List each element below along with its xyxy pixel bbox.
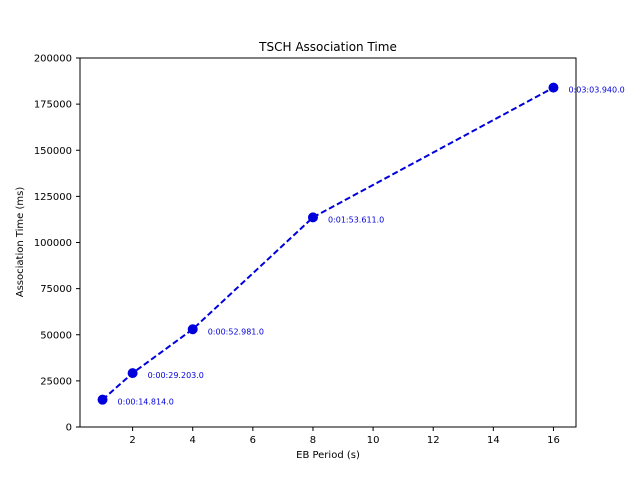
y-tick-label: 150000 bbox=[34, 146, 72, 157]
y-tick-label: 75000 bbox=[40, 284, 72, 295]
x-tick-label: 6 bbox=[250, 435, 256, 446]
x-tick-label: 2 bbox=[129, 435, 135, 446]
data-label: 0:00:14.814.0 bbox=[118, 398, 174, 407]
plot-area: 2 4 6 8 10 12 14 16 0 25000 50000 75000 100000 125000… bbox=[34, 54, 625, 447]
x-tick-label: 10 bbox=[367, 435, 380, 446]
x-tick-label: 16 bbox=[547, 435, 560, 446]
x-tick-label: 4 bbox=[190, 435, 196, 446]
data-label: 0:03:03.940.0 bbox=[568, 86, 624, 95]
x-tick-label: 14 bbox=[487, 435, 500, 446]
x-axis-title: EB Period (s) bbox=[296, 450, 360, 461]
data-label: 0:00:52.981.0 bbox=[208, 327, 264, 336]
x-tick-label: 8 bbox=[310, 435, 316, 446]
series-line bbox=[101, 86, 554, 401]
data-label: 0:00:29.203.0 bbox=[148, 371, 204, 380]
y-tick-label: 175000 bbox=[34, 100, 72, 111]
y-tick-label: 125000 bbox=[34, 192, 72, 203]
x-tick-label: 12 bbox=[427, 435, 440, 446]
data-label: 0:01:53.611.0 bbox=[328, 215, 384, 224]
y-tick-label: 100000 bbox=[34, 238, 72, 249]
y-tick-label: 50000 bbox=[40, 330, 72, 341]
y-tick-label: 25000 bbox=[40, 376, 72, 387]
y-tick-label: 200000 bbox=[34, 54, 72, 65]
data-point bbox=[548, 82, 559, 93]
y-axis-title: Association Time (ms) bbox=[15, 187, 26, 298]
chart-title: TSCH Association Time bbox=[258, 40, 397, 54]
data-point bbox=[187, 324, 198, 335]
data-point bbox=[307, 212, 318, 223]
y-tick-label: 0 bbox=[66, 423, 72, 434]
data-point bbox=[97, 394, 108, 405]
data-point bbox=[127, 368, 138, 379]
